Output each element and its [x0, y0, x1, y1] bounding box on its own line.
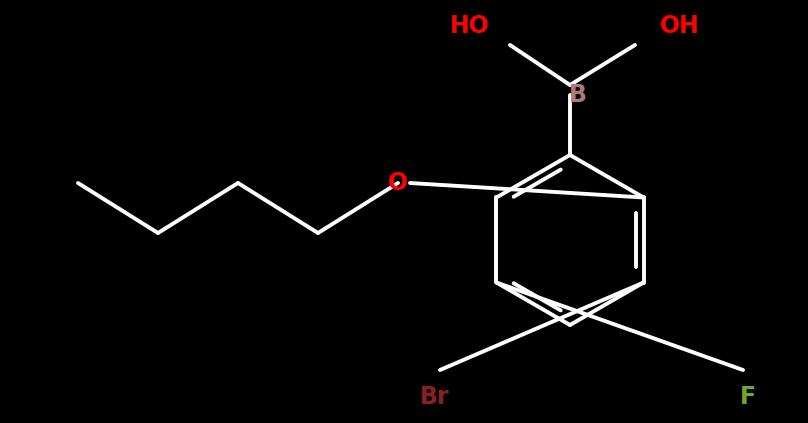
Text: Br: Br	[420, 385, 450, 409]
Text: F: F	[740, 385, 756, 409]
Text: OH: OH	[660, 14, 700, 38]
Text: HO: HO	[450, 14, 490, 38]
Text: O: O	[388, 171, 408, 195]
Text: B: B	[569, 83, 587, 107]
